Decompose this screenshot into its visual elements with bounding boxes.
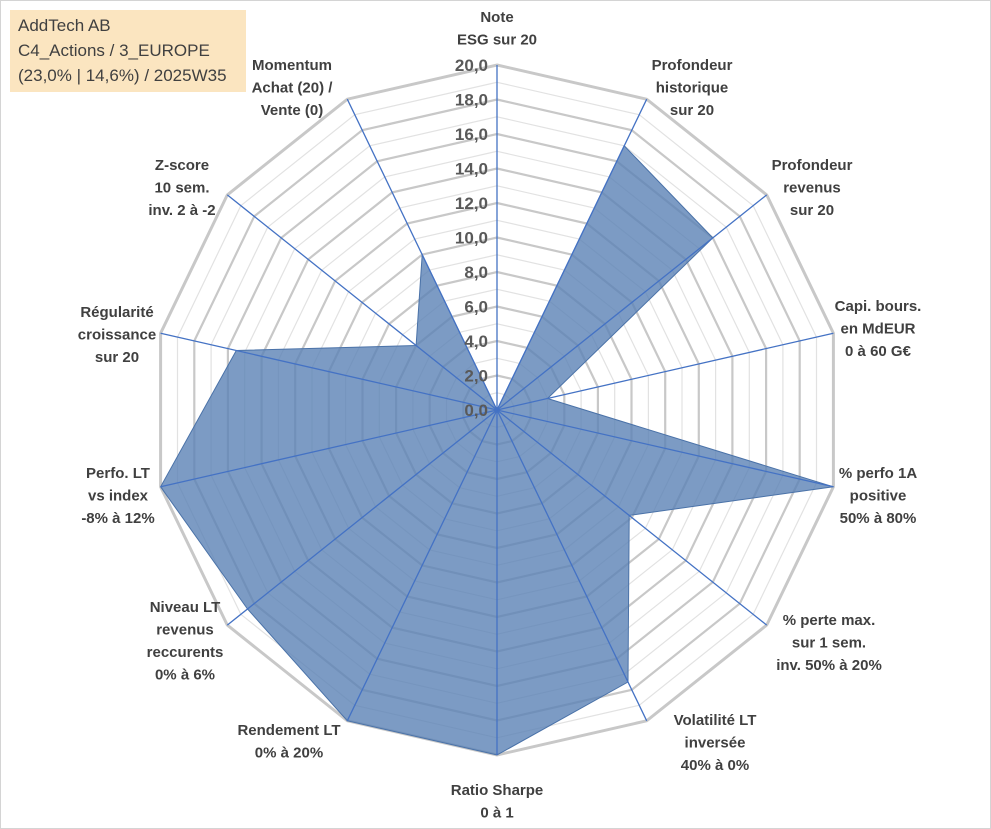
category-label-line: reccurents — [147, 644, 224, 661]
tick-label: 4,0 — [464, 332, 488, 351]
category-label: % perfo 1A positive 50% à 80% — [839, 465, 918, 527]
category-label-line: -8% à 12% — [81, 510, 154, 527]
category-label: Ratio Sharpe 0 à 1 — [451, 782, 544, 822]
category-label-line: inv. 2 à -2 — [148, 202, 215, 219]
axis-spoke — [226, 409, 498, 626]
category-label: Momentum Achat (20) / Vente (0) — [252, 57, 334, 119]
info-box: AddTech AB C4_Actions / 3_EUROPE (23,0% … — [10, 10, 246, 92]
category-label-line: sur 20 — [95, 349, 139, 366]
category-label-line: Achat (20) / — [252, 80, 334, 97]
category-label: Capi. bours. en MdEUR 0 à 60 G€ — [835, 298, 922, 360]
tick-label: 14,0 — [455, 160, 488, 179]
category-label-line: 0% à 20% — [255, 745, 323, 762]
category-label-line: inversée — [685, 735, 746, 752]
category-label-line: % perte max. — [783, 612, 876, 629]
axis-spoke — [496, 194, 768, 411]
category-label-line: Perfo. LT — [86, 465, 150, 482]
category-label-line: vs index — [88, 488, 149, 505]
category-label-line: Vente (0) — [261, 102, 324, 119]
tick-label: 16,0 — [455, 125, 488, 144]
category-label: % perte max. sur 1 sem. inv. 50% à 20% — [776, 612, 882, 674]
category-label-line: croissance — [78, 327, 156, 344]
category-label-line: 10 sem. — [154, 180, 209, 197]
tick-label: 2,0 — [464, 367, 488, 386]
category-label-line: ESG sur 20 — [457, 32, 537, 49]
category-label-line: Niveau LT — [150, 599, 221, 616]
category-label-line: 50% à 80% — [840, 510, 917, 527]
category-label-line: inv. 50% à 20% — [776, 657, 882, 674]
category-label-line: sur 20 — [670, 102, 714, 119]
category-label-line: Profondeur — [652, 57, 733, 74]
category-label-line: Z-score — [155, 157, 209, 174]
category-label-line: Ratio Sharpe — [451, 782, 544, 799]
category-label-line: % perfo 1A — [839, 465, 918, 482]
axis-spoke — [160, 332, 498, 411]
category-label-line: 0% à 6% — [155, 667, 215, 684]
axis-spoke — [496, 409, 648, 722]
category-label: Profondeur revenus sur 20 — [772, 157, 853, 219]
tick-label: 10,0 — [455, 229, 488, 248]
performance-week: (23,0% | 14,6%) / 2025W35 — [18, 66, 227, 85]
category-label-line: Volatilité LT — [674, 712, 757, 729]
axis-spoke — [496, 98, 648, 411]
tick-label: 12,0 — [455, 194, 488, 213]
axis-spoke — [346, 409, 498, 722]
company-name: AddTech AB — [18, 16, 111, 35]
axis-spoke — [160, 409, 498, 488]
tick-label: 20,0 — [455, 56, 488, 75]
radial-tick-labels: 0,0 2,0 4,0 6,0 8,0 10,0 12,0 14,0 16,0 18,0 20,0 — [455, 56, 488, 420]
category-label-line: sur 1 sem. — [792, 635, 866, 652]
category-label-line: positive — [850, 488, 907, 505]
category-label-line: revenus — [783, 180, 841, 197]
category-label: Niveau LT revenus reccurents 0% à 6% — [147, 599, 224, 684]
tick-label: 6,0 — [464, 298, 488, 317]
category-label-line: Profondeur — [772, 157, 853, 174]
tick-label: 0,0 — [464, 401, 488, 420]
category-label: Perfo. LT vs index -8% à 12% — [81, 465, 154, 527]
category-labels: Note ESG sur 20 Profondeur historique sur 20… — [78, 9, 922, 822]
radar-axes — [160, 65, 834, 755]
category-label: Note ESG sur 20 — [457, 9, 537, 49]
category-label-line: 40% à 0% — [681, 757, 749, 774]
category-label: Régularité croissance sur 20 — [78, 304, 156, 366]
axis-spoke — [346, 98, 498, 411]
category-label-line: Rendement LT — [237, 722, 340, 739]
axis-spoke — [496, 409, 834, 488]
portfolio-path: C4_Actions / 3_EUROPE — [18, 41, 210, 60]
category-label-line: Momentum — [252, 57, 332, 74]
axis-spoke — [496, 332, 834, 411]
tick-label: 18,0 — [455, 91, 488, 110]
category-label-line: Capi. bours. — [835, 298, 922, 315]
category-label-line: Régularité — [80, 304, 153, 321]
category-label-line: en MdEUR — [841, 321, 916, 338]
category-label-line: 0 à 60 G€ — [845, 343, 912, 360]
category-label: Volatilité LT inversée 40% à 0% — [674, 712, 757, 774]
category-label-line: revenus — [156, 622, 214, 639]
axis-spoke — [226, 194, 498, 411]
category-label-line: 0 à 1 — [480, 805, 513, 822]
category-label: Z-score 10 sem. inv. 2 à -2 — [148, 157, 215, 219]
category-label-line: Note — [480, 9, 513, 26]
category-label: Profondeur historique sur 20 — [652, 57, 733, 119]
axis-spoke — [496, 409, 768, 626]
category-label-line: historique — [656, 80, 729, 97]
category-label: Rendement LT 0% à 20% — [237, 722, 340, 762]
tick-label: 8,0 — [464, 263, 488, 282]
category-label-line: sur 20 — [790, 202, 834, 219]
